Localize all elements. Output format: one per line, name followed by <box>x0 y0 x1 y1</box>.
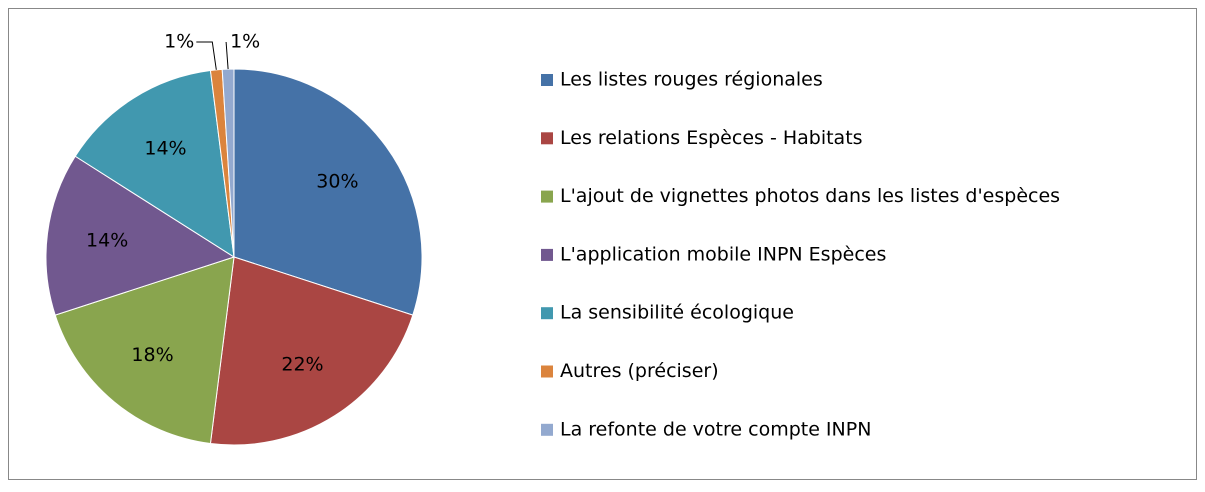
pie-slice <box>45 155 236 316</box>
legend-label: Les listes rouges régionales <box>560 69 823 91</box>
leader-line <box>225 41 229 70</box>
data-label: 18% <box>131 344 173 366</box>
legend-label: La refonte de votre compte INPN <box>560 418 871 440</box>
pie-slice <box>233 68 423 316</box>
legend-swatch <box>541 132 553 145</box>
legend-label: La sensibilité écologique <box>560 302 794 324</box>
legend-label: L'application mobile INPN Espèces <box>560 243 886 265</box>
legend-swatch <box>541 423 553 436</box>
data-label: 1% <box>230 31 260 53</box>
pie-slice <box>209 256 414 446</box>
legend-swatch <box>541 248 553 261</box>
pie-slice <box>74 69 235 258</box>
legend-label: Autres (préciser) <box>560 360 719 382</box>
data-label: 30% <box>316 170 358 192</box>
data-label: 14% <box>144 138 186 160</box>
legend-swatch <box>541 307 553 320</box>
data-label: 14% <box>86 229 128 251</box>
leader-line <box>196 41 217 70</box>
data-label: 22% <box>281 353 323 375</box>
legend-label: Les relations Espèces - Habitats <box>560 127 863 149</box>
legend-swatch <box>541 190 553 203</box>
data-label: 1% <box>164 31 194 53</box>
legend-swatch <box>541 74 553 86</box>
legend-swatch <box>541 365 553 378</box>
legend-label: L'ajout de vignettes photos dans les lis… <box>560 185 1060 207</box>
pie-slice <box>54 256 235 445</box>
